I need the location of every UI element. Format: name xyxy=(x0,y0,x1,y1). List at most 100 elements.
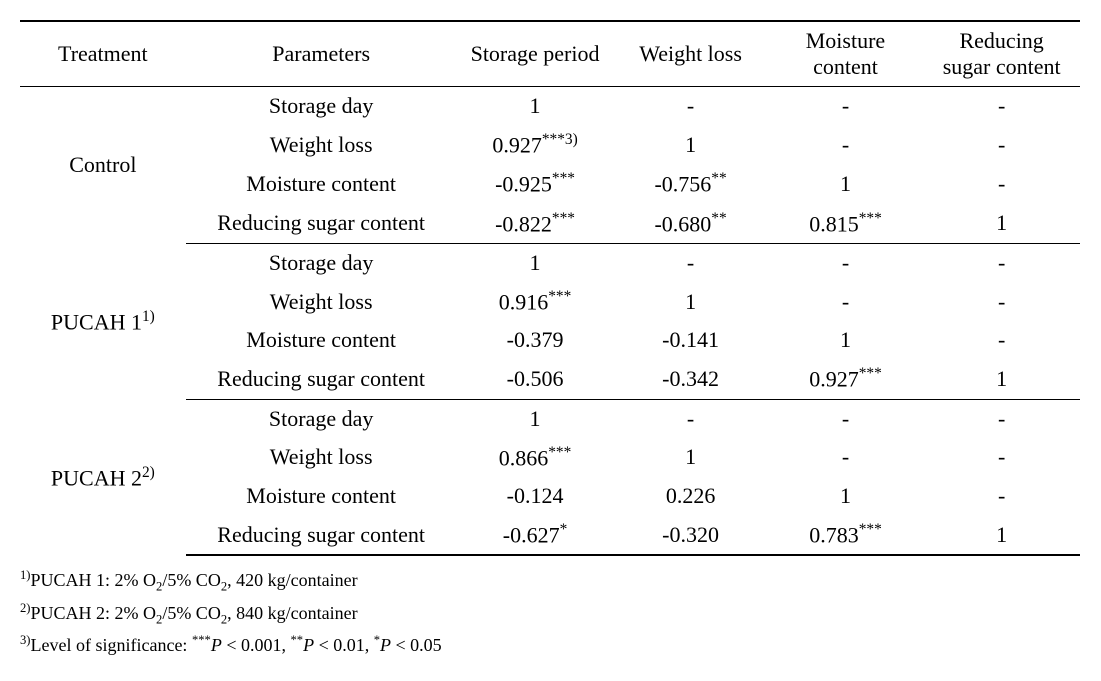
footnote-2-a: PUCAH 2: 2% O xyxy=(31,603,157,623)
footnote-3-sup: 3) xyxy=(20,633,31,647)
cell-note-sup: 3) xyxy=(565,131,578,148)
value-cell: 1 xyxy=(923,515,1080,555)
value-cell: 1 xyxy=(457,399,614,438)
footnote-2-c: , 840 kg/container xyxy=(227,603,357,623)
value-cell: - xyxy=(923,87,1080,126)
value-cell: -0.342 xyxy=(613,359,767,399)
significance-marker: *** xyxy=(859,210,882,227)
footnote-2: 2)PUCAH 2: 2% O2/5% CO2, 840 kg/containe… xyxy=(20,599,1080,629)
table-row: ControlStorage day1--- xyxy=(20,87,1080,126)
footnote-1-c: , 420 kg/container xyxy=(227,570,357,590)
correlation-table: Treatment Parameters Storage period Weig… xyxy=(20,20,1080,556)
value-cell: 0.866*** xyxy=(457,438,614,477)
treatment-cell: Control xyxy=(20,87,186,244)
footnote-1: 1)PUCAH 1: 2% O2/5% CO2, 420 kg/containe… xyxy=(20,566,1080,596)
value-cell: - xyxy=(923,164,1080,203)
value-cell: 1 xyxy=(923,204,1080,244)
param-cell: Moisture content xyxy=(186,321,457,359)
value-cell: 0.783*** xyxy=(768,515,924,555)
significance-marker: ** xyxy=(711,170,726,187)
param-cell: Weight loss xyxy=(186,438,457,477)
significance-marker: *** xyxy=(548,288,571,305)
value-cell: - xyxy=(768,243,924,282)
value-cell: 1 xyxy=(613,282,767,321)
value-cell: -0.756** xyxy=(613,164,767,203)
sig3-stars: *** xyxy=(192,633,211,647)
footnote-3: 3)Level of significance: ***P < 0.001, *… xyxy=(20,631,1080,659)
value-cell: -0.320 xyxy=(613,515,767,555)
treatment-cell: PUCAH 22) xyxy=(20,399,186,555)
value-cell: 1 xyxy=(457,243,614,282)
value-cell: 1 xyxy=(768,164,924,203)
value-cell: 0.916*** xyxy=(457,282,614,321)
footnote-1-b: /5% CO xyxy=(162,570,221,590)
col-treatment: Treatment xyxy=(20,21,186,87)
value-cell: - xyxy=(768,399,924,438)
table-row: PUCAH 11)Storage day1--- xyxy=(20,243,1080,282)
param-cell: Reducing sugar content xyxy=(186,515,457,555)
value-cell: - xyxy=(923,321,1080,359)
header-row: Treatment Parameters Storage period Weig… xyxy=(20,21,1080,87)
value-cell: - xyxy=(768,282,924,321)
value-cell: 0.226 xyxy=(613,477,767,515)
significance-marker: ** xyxy=(711,210,726,227)
treatment-sup: 2) xyxy=(142,464,155,481)
significance-marker: *** xyxy=(552,170,575,187)
value-cell: - xyxy=(768,125,924,164)
value-cell: - xyxy=(923,243,1080,282)
sig2-cond: < 0.01, xyxy=(314,635,374,655)
value-cell: -0.925*** xyxy=(457,164,614,203)
param-cell: Weight loss xyxy=(186,125,457,164)
sig1-p: P xyxy=(380,635,391,655)
col-weight-loss: Weight loss xyxy=(613,21,767,87)
footnote-1-a: PUCAH 1: 2% O xyxy=(31,570,157,590)
value-cell: - xyxy=(923,438,1080,477)
footnote-2-b: /5% CO xyxy=(162,603,221,623)
sig1-cond: < 0.05 xyxy=(391,635,442,655)
footnote-2-sup: 2) xyxy=(20,601,31,615)
treatment-cell: PUCAH 11) xyxy=(20,243,186,399)
value-cell: 1 xyxy=(768,477,924,515)
value-cell: 0.927***3) xyxy=(457,125,614,164)
param-cell: Storage day xyxy=(186,399,457,438)
significance-marker: *** xyxy=(859,521,882,538)
col-storage-period: Storage period xyxy=(457,21,614,87)
footnote-3-text: Level of significance: xyxy=(31,635,192,655)
value-cell: 1 xyxy=(613,438,767,477)
value-cell: - xyxy=(613,87,767,126)
footnotes: 1)PUCAH 1: 2% O2/5% CO2, 420 kg/containe… xyxy=(20,566,1080,659)
value-cell: -0.124 xyxy=(457,477,614,515)
value-cell: - xyxy=(613,243,767,282)
param-cell: Reducing sugar content xyxy=(186,204,457,244)
significance-marker: * xyxy=(560,521,568,538)
value-cell: -0.506 xyxy=(457,359,614,399)
value-cell: - xyxy=(768,438,924,477)
sig3-cond: < 0.001, xyxy=(222,635,291,655)
value-cell: - xyxy=(923,125,1080,164)
param-cell: Weight loss xyxy=(186,282,457,321)
col-moisture-content: Moisture content xyxy=(768,21,924,87)
value-cell: -0.822*** xyxy=(457,204,614,244)
param-cell: Reducing sugar content xyxy=(186,359,457,399)
param-cell: Storage day xyxy=(186,243,457,282)
value-cell: -0.680** xyxy=(613,204,767,244)
col-reducing-sugar: Reducing sugar content xyxy=(923,21,1080,87)
value-cell: 1 xyxy=(613,125,767,164)
significance-marker: *** xyxy=(542,131,565,148)
param-cell: Moisture content xyxy=(186,477,457,515)
table-row: PUCAH 22)Storage day1--- xyxy=(20,399,1080,438)
value-cell: -0.379 xyxy=(457,321,614,359)
value-cell: 1 xyxy=(923,359,1080,399)
value-cell: - xyxy=(768,87,924,126)
sig3-p: P xyxy=(211,635,222,655)
treatment-sup: 1) xyxy=(142,308,155,325)
value-cell: - xyxy=(923,399,1080,438)
sig2-stars: ** xyxy=(290,633,303,647)
value-cell: - xyxy=(613,399,767,438)
significance-marker: *** xyxy=(548,444,571,461)
value-cell: 1 xyxy=(768,321,924,359)
significance-marker: *** xyxy=(859,365,882,382)
value-cell: - xyxy=(923,477,1080,515)
param-cell: Moisture content xyxy=(186,164,457,203)
col-parameters: Parameters xyxy=(186,21,457,87)
